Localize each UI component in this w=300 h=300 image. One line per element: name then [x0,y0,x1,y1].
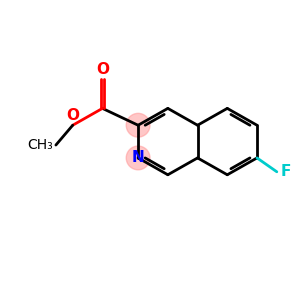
Circle shape [126,113,150,137]
Text: N: N [132,150,145,165]
Text: CH₃: CH₃ [27,138,53,152]
Text: F: F [281,164,291,179]
Text: O: O [96,62,109,77]
Circle shape [126,146,150,170]
Text: O: O [66,108,79,123]
